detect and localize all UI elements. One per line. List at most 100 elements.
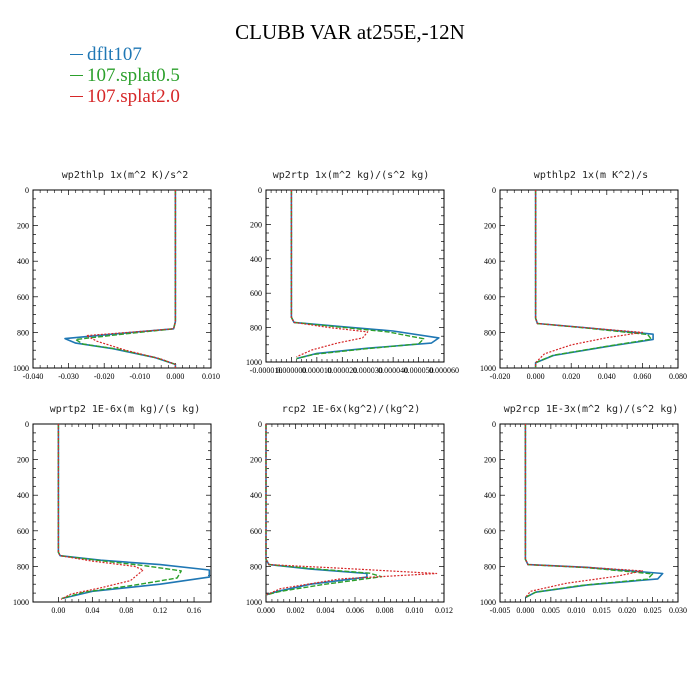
x-tick-label: -0.005 xyxy=(490,606,511,615)
x-tick-label: 0.010 xyxy=(405,606,423,615)
x-tick-label: 0.000050 xyxy=(404,366,434,375)
series-line-107-splat0-5 xyxy=(534,190,652,368)
x-tick-label: 0.080 xyxy=(669,372,687,381)
y-tick-label: 400 xyxy=(250,491,262,500)
panel-title: wp2rtp 1x(m^2 kg)/(s^2 kg) xyxy=(273,170,430,181)
legend-swatch-splat20 xyxy=(70,96,83,98)
y-tick-label: 800 xyxy=(250,562,262,571)
y-tick-label: 800 xyxy=(17,328,29,337)
panel-title: wprtp2 1E-6x(m kg)/(s kg) xyxy=(50,404,201,415)
x-tick-label: 0.012 xyxy=(435,606,453,615)
series-line-107-splat0-5 xyxy=(57,424,183,600)
plot-frame xyxy=(32,423,212,603)
y-tick-label: 0 xyxy=(25,420,29,429)
x-tick-label: 0.008 xyxy=(376,606,394,615)
legend-swatch-dflt107 xyxy=(70,54,83,56)
x-tick-label: 0.005 xyxy=(542,606,560,615)
x-tick-label: 0.060 xyxy=(633,372,651,381)
legend-swatch-splat05 xyxy=(70,75,83,77)
plot-frame xyxy=(32,189,212,369)
y-tick-label: 200 xyxy=(484,222,496,231)
y-tick-label: 400 xyxy=(17,257,29,266)
x-tick-label: 0.040 xyxy=(598,372,616,381)
x-tick-label: 0.12 xyxy=(153,606,167,615)
x-tick-label: 0.000010 xyxy=(302,366,332,375)
legend-item-dflt107: dflt107 xyxy=(70,44,180,65)
chart-panel-4: wprtp2 1E-6x(m kg)/(s kg) 0 200 400 600 800 10… xyxy=(13,404,212,615)
x-tick-label: 0.000020 xyxy=(327,366,357,375)
series-line-107-splat2-0 xyxy=(524,424,644,598)
y-tick-label: 600 xyxy=(17,293,29,302)
y-tick-label: 600 xyxy=(250,527,262,536)
series-line-dflt107 xyxy=(290,190,440,360)
legend-label-dflt107: dflt107 xyxy=(87,44,142,65)
plot-frame xyxy=(265,423,445,603)
y-tick-label: 600 xyxy=(484,293,496,302)
x-tick-label: -0.020 xyxy=(94,372,115,381)
x-tick-label: -0.040 xyxy=(23,372,44,381)
x-tick-label: 0.002 xyxy=(287,606,305,615)
y-tick-label: 0 xyxy=(492,420,496,429)
y-tick-label: 800 xyxy=(17,562,29,571)
y-tick-label: 600 xyxy=(484,527,496,536)
y-tick-label: 0 xyxy=(492,186,496,195)
x-tick-label: 0.025 xyxy=(644,606,662,615)
series-line-107-splat0-5 xyxy=(265,424,383,596)
y-tick-label: 1000 xyxy=(246,598,262,607)
x-tick-label: 0.000 xyxy=(516,606,534,615)
series-line-107-splat2-0 xyxy=(57,424,144,600)
y-tick-label: 400 xyxy=(17,491,29,500)
x-tick-label: -0.020 xyxy=(490,372,511,381)
x-tick-label: 0.000000 xyxy=(276,366,306,375)
x-tick-label: 0.000060 xyxy=(429,366,459,375)
y-tick-label: 800 xyxy=(484,328,496,337)
y-tick-label: 1000 xyxy=(480,598,496,607)
panel-title: wp2rcp 1E-3x(m^2 kg)/(s^2 kg) xyxy=(504,404,679,415)
y-tick-label: 400 xyxy=(484,491,496,500)
y-tick-label: 800 xyxy=(250,324,262,333)
legend-item-splat05: 107.splat0.5 xyxy=(70,65,180,86)
chart-panel-5: rcp2 1E-6x(kg^2)/(kg^2) 0 200 400 600 800 1000… xyxy=(246,404,453,615)
x-tick-label: 0.000 xyxy=(257,606,275,615)
chart-panel-6: wp2rcp 1E-3x(m^2 kg)/(s^2 kg) 0 200 400 600 8… xyxy=(480,404,687,615)
legend-label-splat05: 107.splat0.5 xyxy=(87,65,180,86)
y-tick-label: 0 xyxy=(258,420,262,429)
series-line-107-splat2-0 xyxy=(85,190,176,368)
y-tick-label: 200 xyxy=(17,222,29,231)
series-line-107-splat2-0 xyxy=(290,190,369,358)
series-line-dflt107 xyxy=(57,424,211,600)
y-tick-label: 1000 xyxy=(246,358,262,367)
y-tick-label: 1000 xyxy=(480,364,496,373)
chart-panel-1: wp2thlp 1x(m^2 K)/s^202004006008001000-0… xyxy=(13,170,220,381)
figure-title: CLUBB VAR at255E,-12N xyxy=(235,20,465,44)
x-tick-label: 0.020 xyxy=(562,372,580,381)
x-tick-label: 0.015 xyxy=(593,606,611,615)
legend: dflt107 107.splat0.5 107.splat2.0 xyxy=(70,44,180,107)
series-line-107-splat2-0 xyxy=(265,424,438,596)
plot-frame xyxy=(499,189,679,369)
x-tick-label: 0.000 xyxy=(166,372,184,381)
x-tick-label: 0.04 xyxy=(85,606,99,615)
x-tick-label: -0.030 xyxy=(58,372,79,381)
panel-title: wpthlp2 1x(m K^2)/s xyxy=(534,170,648,181)
x-tick-label: 0.000030 xyxy=(353,366,383,375)
y-tick-label: 1000 xyxy=(13,598,29,607)
y-tick-label: 600 xyxy=(250,289,262,298)
series-line-107-splat0-5 xyxy=(524,424,654,599)
y-tick-label: 200 xyxy=(17,456,29,465)
y-tick-label: 200 xyxy=(484,456,496,465)
panel-title: rcp2 1E-6x(kg^2)/(kg^2) xyxy=(282,404,420,415)
series-line-dflt107 xyxy=(64,190,177,368)
x-tick-label: 0.00 xyxy=(51,606,65,615)
series-line-107-splat0-5 xyxy=(74,190,177,368)
chart-panel-2: wp2rtp 1x(m^2 kg)/(s^2 kg) 0 200 400 600 800 1… xyxy=(246,170,459,375)
legend-item-splat20: 107.splat2.0 xyxy=(70,86,180,107)
y-tick-label: 400 xyxy=(250,255,262,264)
y-tick-label: 400 xyxy=(484,257,496,266)
series-line-107-splat2-0 xyxy=(534,190,644,368)
x-tick-label: -0.010 xyxy=(129,372,150,381)
x-tick-label: -0.000010 xyxy=(250,366,283,375)
y-tick-label: 200 xyxy=(250,456,262,465)
y-tick-label: 800 xyxy=(484,562,496,571)
